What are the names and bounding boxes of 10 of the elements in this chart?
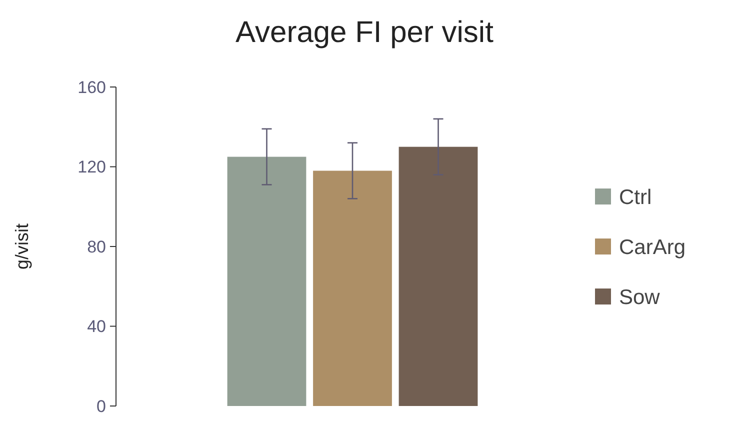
legend-label: Ctrl xyxy=(619,186,652,209)
legend-label: CarArg xyxy=(619,236,686,259)
chart-title: Average FI per visit xyxy=(236,16,494,49)
y-axis-title: g/visit xyxy=(12,223,32,270)
y-tick-label: 80 xyxy=(87,237,106,256)
y-tick-label: 40 xyxy=(87,317,106,336)
legend-label: Sow xyxy=(619,286,661,309)
y-tick-label: 0 xyxy=(96,396,106,416)
y-tick-label: 120 xyxy=(78,158,106,177)
y-tick-label: 160 xyxy=(78,78,106,97)
